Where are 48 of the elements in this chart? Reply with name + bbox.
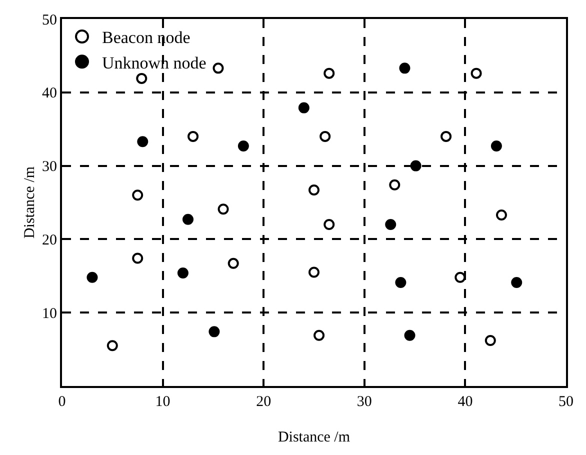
y-tick-label: 40 xyxy=(42,86,57,102)
x-tick-label: 40 xyxy=(458,394,473,410)
point xyxy=(238,140,249,152)
point xyxy=(470,68,482,79)
point xyxy=(385,219,396,230)
point xyxy=(177,267,188,278)
point xyxy=(298,102,310,114)
point xyxy=(395,277,406,288)
point xyxy=(484,334,496,346)
point xyxy=(137,136,148,148)
point xyxy=(389,179,400,190)
point xyxy=(188,130,199,142)
point xyxy=(218,204,229,215)
x-tick-label: 50 xyxy=(558,394,574,410)
point xyxy=(410,160,422,172)
point xyxy=(496,209,507,220)
point xyxy=(511,277,522,288)
point xyxy=(404,330,416,341)
point xyxy=(308,184,320,196)
point xyxy=(490,140,502,152)
point xyxy=(132,252,144,264)
x-tick-label: 10 xyxy=(155,394,170,410)
y-tick-label: 30 xyxy=(42,159,57,176)
legend-label: Unknown node xyxy=(102,53,206,72)
point xyxy=(228,258,239,269)
y-tick-label: 20 xyxy=(42,232,57,248)
x-tick-label: 30 xyxy=(356,394,372,410)
x-tick-label: 20 xyxy=(256,394,272,410)
point xyxy=(182,214,194,225)
point xyxy=(86,272,98,283)
point xyxy=(132,190,144,201)
point xyxy=(399,62,410,74)
y-tick-label: 10 xyxy=(42,306,57,322)
x-tick-label: 0 xyxy=(58,394,66,410)
point xyxy=(440,130,452,142)
point xyxy=(106,340,118,352)
y-tick-label: 50 xyxy=(42,12,57,28)
x-axis-title: Distance /m xyxy=(278,430,350,446)
point xyxy=(136,72,148,84)
point xyxy=(314,330,325,341)
point xyxy=(324,219,335,230)
point xyxy=(308,266,320,278)
point xyxy=(324,68,335,79)
point xyxy=(208,326,220,338)
point xyxy=(320,130,331,142)
point xyxy=(454,272,466,283)
point xyxy=(212,62,224,74)
y-axis-title: Distance /m xyxy=(22,166,38,239)
